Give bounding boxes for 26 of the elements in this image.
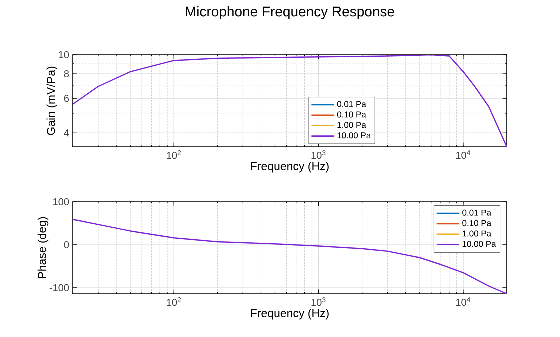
legend-label: 1.00 Pa	[462, 230, 492, 237]
legend-label: 0.10 Pa	[337, 112, 366, 118]
x-tick-label: 10$^{4}$	[456, 298, 471, 306]
legend-label: 0.01 Pa	[462, 210, 492, 216]
y-axis-title: Phase (deg)	[38, 217, 49, 278]
y-tick-label: 6	[64, 95, 70, 102]
legend-label: 0.10 Pa	[462, 220, 492, 226]
legend-label: 10.00 Pa	[338, 132, 372, 139]
y-tick-label: 4	[64, 130, 70, 137]
chart-title: Microphone Frequency Response	[186, 6, 394, 20]
y-tick-label: 0	[64, 241, 70, 249]
y-tick-label: 10	[59, 51, 70, 59]
x-axis-title: Frequency (Hz)	[251, 309, 329, 320]
x-tick-label: 10$^{3}$	[312, 298, 326, 306]
x-axis-title: Frequency (Hz)	[251, 162, 329, 173]
y-tick-label: -100	[50, 284, 70, 292]
legend-label: 0.01 Pa	[337, 101, 366, 108]
y-tick-label: 100	[54, 198, 70, 206]
legend-label: 10.00 Pa	[462, 241, 496, 248]
x-tick-label: 10$^{2}$	[167, 298, 182, 306]
x-tick-label: 10$^{2}$	[167, 150, 182, 160]
legend-label: 1.00 Pa	[338, 122, 366, 128]
x-tick-label: 10$^{3}$	[312, 150, 326, 160]
x-tick-label: 10$^{4}$	[456, 150, 471, 160]
y-tick-label: 8	[64, 70, 70, 78]
y-axis-title: Gain (mV/Pa)	[46, 66, 58, 136]
